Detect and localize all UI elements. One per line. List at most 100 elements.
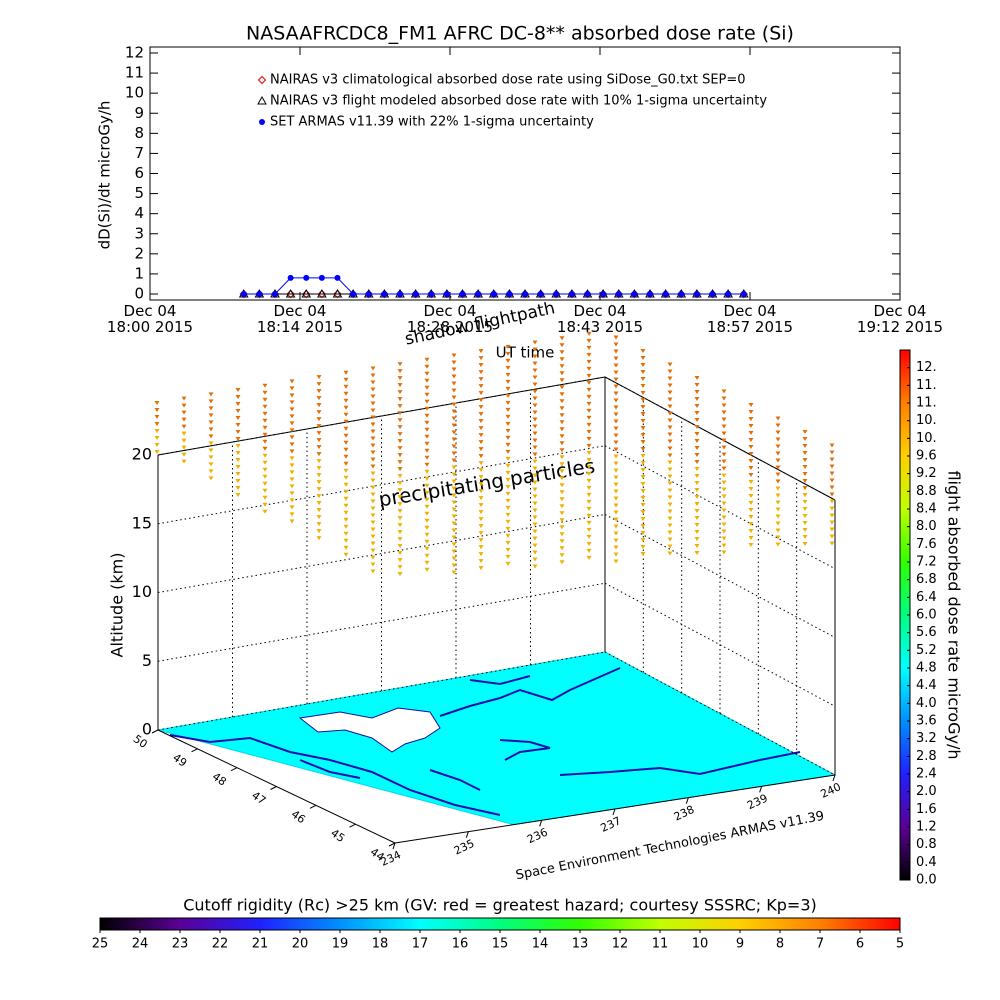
x-tick [612, 808, 616, 816]
dose-column-marker [370, 555, 376, 560]
dose-column-marker [559, 476, 565, 481]
dose-column-marker [721, 396, 727, 401]
dose-column-marker [694, 516, 700, 520]
dose-column-marker [154, 450, 160, 454]
dose-column-marker [397, 404, 403, 409]
dose-column-marker [640, 370, 646, 374]
dose-column-marker [667, 523, 673, 528]
dose-column-marker [613, 349, 619, 354]
dose-column-marker [613, 538, 619, 543]
dose-column-marker [640, 384, 646, 388]
dose-column-marker [397, 467, 403, 472]
map [157, 651, 837, 826]
dose-column-marker [235, 458, 241, 463]
dose-column-marker [532, 536, 538, 541]
chart-title: NASAAFRCDC8_FM1 AFRC DC-8** absorbed dos… [246, 23, 794, 45]
colorbar-label: Cutoff rigidity (Rc) >25 km (GV: red = g… [183, 896, 817, 915]
dose-column-marker [289, 414, 295, 419]
dose-column-marker [667, 495, 673, 500]
dose-column-marker [154, 436, 160, 440]
dose-column-marker [586, 527, 592, 532]
dose-column-marker [181, 403, 187, 408]
dose-column-marker [532, 389, 538, 394]
dose-column-marker [559, 385, 565, 390]
dose-column-marker [505, 428, 511, 433]
dose-column-marker [505, 421, 511, 426]
dose-column-marker [613, 440, 619, 445]
dose-column-marker [451, 437, 457, 442]
dose-column-marker [316, 389, 322, 394]
colorbar-tick-label: 16 [452, 937, 469, 952]
dose-column-marker [667, 453, 673, 458]
dose-column-marker [505, 344, 511, 349]
dose-column-marker [316, 431, 322, 436]
dose-column-marker [532, 424, 538, 429]
dose-column-marker [667, 404, 673, 409]
dose-column-marker [235, 402, 241, 407]
x-tick [685, 797, 689, 804]
map-coastline [469, 675, 531, 686]
dose-column-marker [559, 399, 565, 404]
dose-column-marker [451, 402, 457, 407]
dose-column-marker [721, 515, 727, 520]
dose-column-marker [478, 489, 484, 494]
dose-column-marker [316, 501, 322, 506]
dose-column-marker [667, 460, 673, 465]
x-tick-label: 235 [452, 837, 477, 858]
dose-column-marker [478, 552, 484, 557]
dose-column-marker [775, 458, 781, 463]
dose-column-marker [667, 537, 673, 542]
dose-column-marker [424, 476, 430, 481]
dose-column-marker [397, 446, 403, 451]
dose-column-marker [721, 487, 727, 492]
dose-column-marker [208, 427, 214, 432]
data-point [584, 291, 591, 297]
dose-column-marker [694, 474, 700, 478]
dose-column-marker [316, 382, 322, 387]
dose-column-marker [586, 443, 592, 448]
dose-column-marker [748, 466, 754, 470]
z-tick-label: 10 [132, 582, 152, 601]
dose-column-marker [505, 533, 511, 538]
dose-column-marker [397, 481, 403, 486]
dose-column-marker [613, 559, 619, 564]
y-tick [191, 748, 198, 753]
dose-column-marker [532, 487, 538, 492]
colorbar-tick-label: 9 [736, 937, 744, 952]
dose-column-marker [289, 477, 295, 482]
dose-column-marker [478, 398, 484, 403]
colorbar-tick-label: 2.8 [916, 749, 937, 764]
dose-column-marker [424, 385, 430, 390]
dose-column-marker [181, 410, 187, 415]
dose-column-marker [721, 431, 727, 436]
dose-column-marker [694, 397, 700, 401]
dose-column-marker [694, 390, 700, 394]
dose-column-marker [721, 473, 727, 478]
data-point [287, 274, 294, 281]
legend-label: NAIRAS v3 flight modeled absorbed dose r… [270, 94, 767, 109]
dose-column-marker [667, 439, 673, 444]
dose-column-marker [316, 445, 322, 450]
dose-column-marker [559, 455, 565, 460]
grid-line [604, 445, 836, 570]
dose-column-marker [775, 444, 781, 449]
dose-column-marker [613, 391, 619, 396]
dose-column-marker [397, 509, 403, 514]
legend-marker [257, 75, 267, 85]
dose-column-marker [613, 496, 619, 501]
colorbar-tick-label: 3.6 [916, 714, 937, 729]
dose-column-marker [667, 362, 673, 367]
dose-column-marker [559, 504, 565, 509]
dose-column-marker [748, 438, 754, 442]
data-point [332, 288, 343, 298]
dose-column-marker [343, 370, 349, 375]
dose-column-marker [505, 505, 511, 510]
dose-column-marker [532, 550, 538, 555]
y-tick-label: 49 [170, 751, 189, 770]
dose-column-marker [748, 445, 754, 449]
colorbar-tick-label: 18 [372, 937, 389, 952]
dose-column-marker [586, 464, 592, 469]
dose-column-marker [640, 419, 646, 423]
dose-column-marker [451, 549, 457, 554]
dose-column-marker [397, 572, 403, 577]
